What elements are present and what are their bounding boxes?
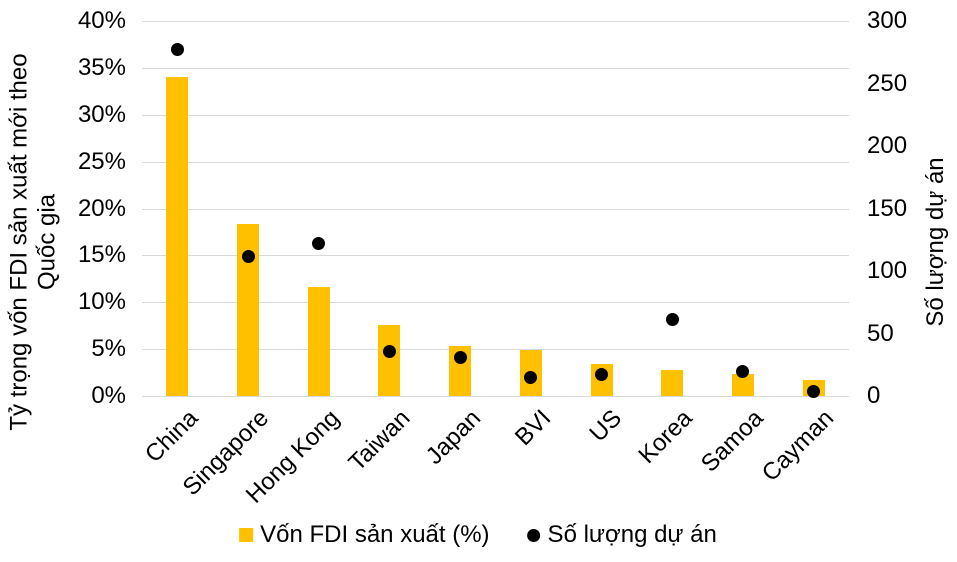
scatter-dot [736,364,750,378]
left-axis-tick-label: 25% [77,147,126,175]
left-axis-title-line1: Tỷ trọng vốn FDI sản xuất mới theo [5,53,33,431]
scatter-dot [170,43,184,57]
scatter-dot [382,344,396,358]
left-axis-tick-label: 40% [77,7,126,34]
scatter-dot [524,370,538,384]
gridline [142,67,849,69]
left-axis-title-line2: Quốc gia [33,193,60,291]
gridline [142,255,849,257]
scatter-dot [665,313,679,327]
scatter-dot [241,249,255,263]
left-axis-tick-label: 35% [77,53,126,81]
right-axis-tick-label: 250 [867,69,908,97]
category-label: Korea [633,404,698,469]
bar [378,324,401,396]
category-label: Japan [420,404,486,470]
category-label: BVI [510,404,557,452]
right-axis-tick-label: 50 [867,319,894,347]
right-axis-tick-label: 100 [867,257,908,284]
left-axis-tick-label: 10% [77,288,126,316]
left-axis-tick-label: 5% [91,335,126,363]
scatter-dot [807,384,821,398]
gridline [142,114,849,116]
legend-label-scatter-series: Số lượng dự án [547,521,717,548]
gridline [142,396,849,397]
legend-item-scatter-series: Số lượng dự án [527,521,717,550]
right-axis-tick-label: 150 [867,194,908,222]
right-axis-tick-label: 0 [867,382,881,409]
category-label: Taiwan [343,404,416,477]
scatter-series-swatch-icon [527,528,541,542]
left-axis-tick-label: 30% [77,100,126,128]
scatter-dot [312,237,326,250]
bar [166,77,189,396]
bar [307,287,330,396]
bar [237,223,260,396]
legend-label-bar-series: Vốn FDI sản xuất (%) [260,521,490,548]
left-axis-tick-label: 20% [77,194,126,222]
gridline [142,208,849,210]
scatter-dot [453,350,467,364]
bar [731,374,754,396]
category-label: China [139,404,204,469]
category-label: Cayman [757,404,840,487]
left-axis-tick-label: 0% [91,382,126,409]
bar-series-swatch-icon [239,528,254,543]
right-axis-title: Số lượng dự án [922,157,950,327]
bar [661,369,684,396]
right-axis-tick-label: 200 [867,132,908,159]
gridline [142,21,849,22]
category-label: US [584,404,628,448]
scatter-dot [595,368,609,382]
legend-item-bar-series: Vốn FDI sản xuất (%) [239,521,490,550]
gridline [142,349,849,351]
left-axis-title: Tỷ trọng vốn FDI sản xuất mới theo Quốc … [5,7,60,477]
gridline [142,161,849,163]
right-axis-tick-label: 300 [867,7,908,34]
left-axis-tick-label: 15% [77,241,126,269]
legend: Vốn FDI sản xuất (%) Số lượng dự án [239,521,717,550]
gridline [142,302,849,304]
